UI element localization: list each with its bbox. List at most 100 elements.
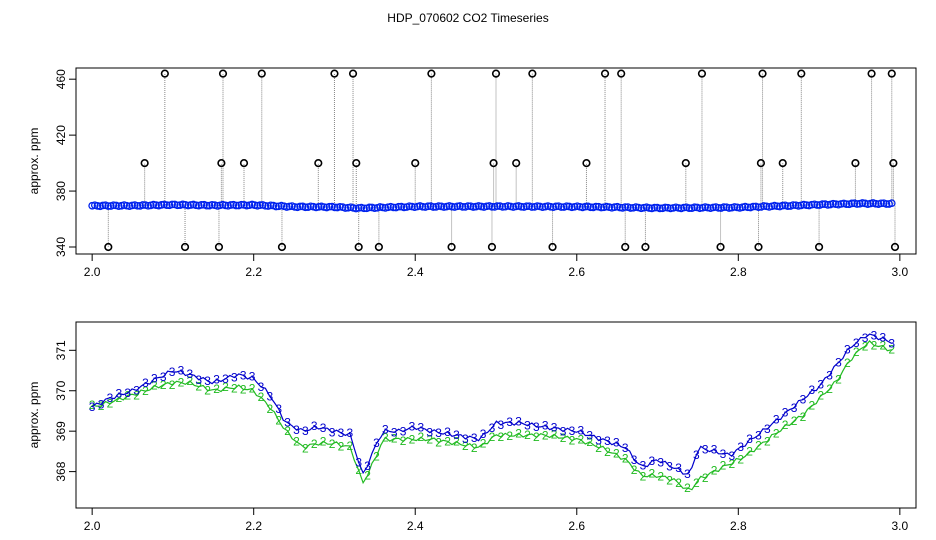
- series-marker: 2: [498, 430, 505, 444]
- spike-point: [754, 242, 763, 252]
- series-marker: 3: [267, 389, 274, 403]
- spike-point: [548, 242, 557, 252]
- series-marker: 2: [862, 339, 869, 353]
- baseline-point: [133, 201, 142, 210]
- series-marker: 2: [684, 481, 691, 495]
- baseline-point: [453, 202, 462, 211]
- series-marker: 3: [320, 421, 327, 435]
- series-marker: 2: [124, 388, 131, 402]
- series-marker: 2: [373, 449, 380, 463]
- baseline-point: [498, 203, 507, 211]
- spike-point: [411, 158, 420, 168]
- x-tick-label: 2.2: [245, 265, 262, 279]
- y-tick-label: 340: [54, 237, 68, 257]
- baseline-point: [464, 202, 472, 210]
- spike-point: [354, 242, 363, 252]
- spike-point: [797, 69, 806, 78]
- baseline-point: [754, 203, 763, 212]
- series-marker: 3: [888, 337, 895, 351]
- series-marker: 2: [560, 431, 567, 445]
- series-marker: 3: [631, 453, 638, 467]
- baseline-point: [488, 202, 496, 211]
- series-marker: 3: [169, 365, 176, 379]
- series-marker: 2: [631, 463, 638, 477]
- spike-point: [330, 69, 339, 78]
- series-marker: 2: [320, 434, 327, 448]
- series-marker: 2: [533, 430, 540, 444]
- series-marker: 2: [773, 426, 780, 440]
- series-marker: 2: [222, 380, 229, 394]
- baseline-point: [858, 199, 867, 207]
- series-marker: 2: [444, 434, 451, 448]
- series-marker: 3: [720, 447, 727, 461]
- series-marker: 2: [204, 384, 211, 398]
- series-marker: 2: [800, 410, 807, 424]
- series-marker: 2: [142, 384, 149, 398]
- spike-point: [239, 158, 249, 168]
- series-marker: 3: [604, 434, 611, 448]
- baseline-point: [429, 203, 438, 211]
- baseline-point: [168, 200, 176, 209]
- series-marker: 3: [586, 429, 593, 443]
- spike-point: [489, 158, 498, 168]
- baseline-point: [144, 201, 152, 210]
- baseline-point: [405, 202, 414, 211]
- y-axis-label: approx. ppm: [27, 382, 41, 449]
- baseline-point: [242, 201, 251, 210]
- series-marker: 3: [471, 431, 478, 445]
- series-marker: 3: [560, 424, 567, 438]
- series-marker: 3: [284, 416, 291, 430]
- baseline-point: [389, 203, 398, 212]
- series-marker: 2: [187, 374, 194, 388]
- y-tick-label: 368: [54, 461, 68, 481]
- series-marker: 3: [782, 405, 789, 419]
- series-marker: 2: [835, 372, 842, 386]
- series-marker: 2: [542, 428, 549, 442]
- baseline-point: [482, 202, 491, 211]
- series-marker: 2: [853, 345, 860, 359]
- series-marker: 3: [124, 386, 131, 400]
- baseline-point: [759, 202, 768, 210]
- x-tick-label: 2.8: [730, 519, 747, 533]
- x-tick-label: 2.6: [568, 519, 585, 533]
- series-marker: 3: [657, 456, 664, 470]
- baseline-point: [818, 200, 827, 208]
- baseline-point: [226, 201, 235, 209]
- spike-point: [890, 242, 900, 252]
- plot-marks: [88, 69, 900, 252]
- series-marker: 3: [569, 424, 576, 438]
- baseline-point: [773, 202, 782, 211]
- baseline-point: [336, 202, 344, 211]
- chart-title: HDP_070602 CO2 Timeseries: [387, 11, 548, 25]
- series-marker: 2: [489, 430, 496, 444]
- series-marker: 3: [213, 373, 220, 387]
- baseline-point: [192, 201, 200, 210]
- series-marker: 2: [791, 414, 798, 428]
- series-marker: 2: [480, 436, 487, 450]
- baseline-point: [469, 203, 478, 211]
- series-marker: 3: [498, 418, 505, 432]
- series-marker: 2: [782, 418, 789, 432]
- baseline-point: [370, 204, 379, 213]
- series-marker: 3: [249, 369, 256, 383]
- series-marker: 3: [666, 460, 673, 474]
- series-marker: 3: [524, 419, 531, 433]
- y-tick-label: 371: [54, 340, 68, 360]
- baseline-point: [562, 202, 571, 211]
- spike-point: [257, 69, 266, 78]
- series-marker: 2: [755, 439, 762, 453]
- series-marker: 3: [222, 372, 229, 386]
- series-marker: 2: [764, 435, 771, 449]
- spike-point: [491, 69, 501, 78]
- series-marker: 3: [204, 374, 211, 388]
- baseline-point: [208, 200, 216, 209]
- series-marker: 3: [400, 425, 407, 439]
- y-axis-label: approx. ppm: [27, 128, 41, 195]
- y-tick-label: 380: [54, 181, 68, 201]
- series-marker: 3: [275, 402, 282, 416]
- series-marker: 3: [871, 328, 878, 342]
- baseline-point: [202, 201, 211, 210]
- baseline-point: [847, 199, 856, 208]
- series-marker: 3: [862, 331, 869, 345]
- baseline-point: [802, 201, 811, 209]
